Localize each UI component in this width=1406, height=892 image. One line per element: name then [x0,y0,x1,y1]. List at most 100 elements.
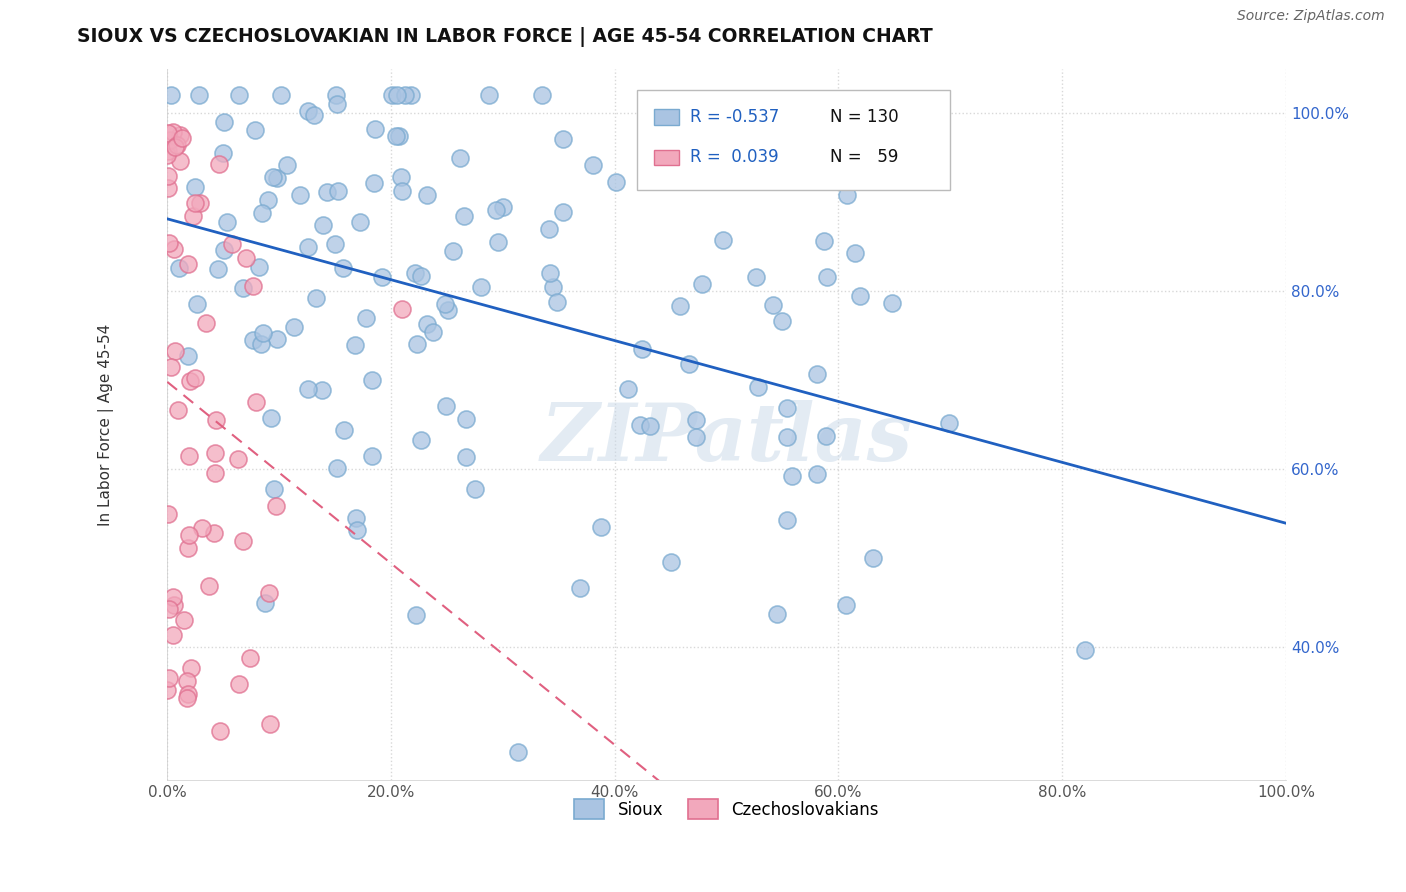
Point [202,526,225,541]
Point [406,336,429,351]
Point [254,596,277,610]
Point [343,338,366,352]
Point [250,206,273,220]
Point [297,239,319,253]
Point [259,410,281,425]
Text: Source: ZipAtlas.com: Source: ZipAtlas.com [1237,9,1385,23]
Point [207,262,229,277]
Point [531,88,554,103]
Point [181,209,204,223]
Point [156,507,179,521]
Point [541,280,564,294]
Point [169,154,191,169]
Point [640,419,662,434]
Point [276,158,298,172]
Point [183,179,205,194]
Point [184,196,207,211]
Point [326,184,349,198]
Point [776,513,799,527]
Point [186,297,208,311]
Point [188,88,211,103]
Point [453,209,475,223]
Point [551,132,574,146]
Point [416,317,439,331]
Point [589,519,612,533]
Point [235,251,257,265]
Point [326,96,349,111]
Point [546,295,568,310]
Point [311,383,333,397]
Point [180,661,202,675]
Point [422,325,444,339]
Point [204,445,226,459]
Point [176,541,198,555]
Point [221,237,243,252]
Point [385,128,408,143]
Point [173,613,195,627]
Point [628,417,651,432]
Point [177,528,200,542]
Point [405,607,427,622]
Point [780,468,803,483]
Point [456,412,478,426]
Point [538,266,561,280]
Point [631,342,654,356]
Point [249,337,271,351]
Point [815,269,838,284]
Point [288,187,311,202]
Point [813,234,835,248]
Point [283,319,305,334]
Point [332,260,354,275]
Point [228,88,250,103]
Point [848,288,870,302]
Point [245,394,267,409]
Point [776,430,799,444]
Point [349,214,371,228]
Point [214,243,236,257]
Point [257,193,280,207]
Point [433,297,456,311]
Point [156,169,179,183]
Point [157,181,180,195]
Point [162,628,184,642]
Point [177,449,200,463]
Point [862,550,884,565]
Point [464,482,486,496]
Point [325,88,347,103]
Point [387,88,409,103]
Point [371,269,394,284]
Point [266,332,288,346]
Point [176,690,198,705]
Point [744,269,766,284]
Point [160,360,183,375]
Point [297,382,319,396]
Point [770,314,793,328]
Point [166,138,188,153]
Point [776,401,799,416]
Point [508,745,530,759]
Point [242,279,264,293]
Point [485,203,508,218]
Point [404,266,426,280]
Point [391,302,413,317]
Text: N =   59: N = 59 [830,148,898,167]
Point [177,349,200,363]
Point [297,103,319,118]
Text: In Labor Force | Age 45-54: In Labor Force | Age 45-54 [98,323,114,525]
Point [409,433,432,447]
Point [176,687,198,701]
Point [162,591,184,605]
Point [195,316,218,330]
Point [156,144,179,158]
Point [711,233,734,247]
Point [209,724,232,739]
Point [163,140,186,154]
Point [364,121,387,136]
Point [434,399,457,413]
Point [165,344,187,359]
Point [394,88,416,103]
Point [437,302,460,317]
Point [259,717,281,731]
Point [156,148,179,162]
Point [323,236,346,251]
